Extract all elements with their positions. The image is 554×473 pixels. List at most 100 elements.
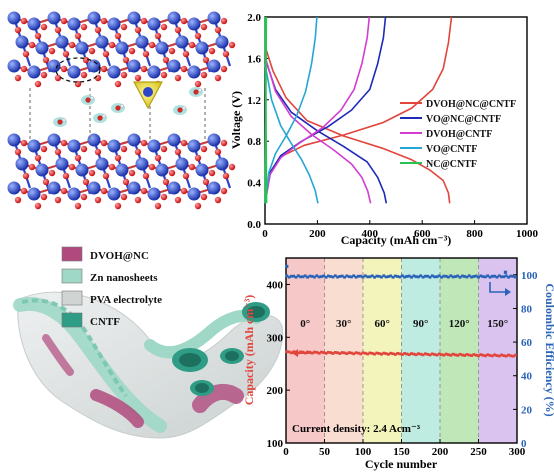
chart2-ticks: 0 50 100 150 200 250 300 100 200 300 400 0 20 40 60 80 1…: [267, 270, 539, 458]
chart2-x-tick-label: 300: [509, 446, 526, 458]
ce-point: [405, 275, 409, 278]
capacity-point: [368, 351, 372, 355]
ce-point: [315, 274, 319, 278]
crystal-layer-2: [7, 133, 236, 210]
series-line-discharge: [264, 16, 268, 204]
device-legend-label: PVA electrolyte: [90, 294, 162, 306]
ce-point: [391, 275, 395, 279]
fiber-device-illustration: [13, 291, 284, 439]
capacity-point: [380, 352, 383, 356]
ce-point: [490, 274, 494, 278]
ce-point: [507, 275, 510, 279]
chart1-legend-label: VO@CNTF: [426, 144, 477, 155]
capacity-point: [403, 352, 406, 355]
ce-point: [470, 275, 473, 279]
capacity-point: [488, 354, 492, 357]
ce-point: [340, 274, 344, 278]
ce-point: [370, 274, 374, 278]
capacity-point: [410, 352, 413, 355]
capacity-point: [352, 352, 356, 356]
ce-point: [511, 274, 515, 278]
capacity-point: [423, 352, 427, 356]
legend-swatch: [61, 290, 83, 306]
chart2-x-tick-label: 0: [283, 446, 289, 458]
capacity-point: [430, 352, 434, 356]
chart1-x-tick-label: 200: [309, 228, 326, 240]
series-line-discharge: [264, 58, 388, 204]
series-line-discharge: [264, 56, 372, 204]
ce-point: [488, 275, 492, 279]
ce-point: [306, 275, 309, 279]
chart1-legend-label: DVOH@NC@CNTF: [426, 99, 516, 110]
capacity-point: [497, 354, 501, 358]
ce-point: [484, 275, 487, 279]
capacity-point: [289, 351, 293, 355]
bend-angle-label: 0°: [300, 318, 310, 330]
cycling-stability-chart: 0° 30° 60° 90° 120° 150° 0 50 100 150 200 250 30010…: [242, 257, 554, 471]
capacity-point: [336, 351, 339, 355]
ce-point: [345, 274, 349, 278]
ce-point: [486, 274, 490, 278]
capacity-point: [320, 350, 323, 354]
ce-point: [474, 274, 478, 278]
ce-point: [454, 275, 457, 278]
device-legend-item: CNTF: [61, 312, 120, 328]
capacity-point: [375, 351, 379, 355]
chart2-x-tick-label: 150: [393, 446, 410, 458]
ce-point: [451, 275, 455, 279]
ce-point: [460, 274, 464, 278]
chart2-y-tick-label-right: 80: [521, 303, 533, 315]
chart2-x-tick-label: 200: [432, 446, 449, 458]
capacity-point: [359, 352, 363, 356]
device-legend-item: DVOH@NC: [61, 246, 149, 262]
device-legend-label: DVOH@NC: [90, 250, 149, 262]
ce-point: [296, 274, 300, 278]
ce-point: [285, 264, 289, 269]
ce-point: [322, 274, 326, 278]
capacity-point: [345, 352, 349, 356]
capacity-point: [490, 354, 494, 358]
ce-point: [479, 274, 483, 278]
capacity-point: [405, 352, 409, 356]
ce-point: [366, 275, 370, 279]
capacity-point: [326, 350, 330, 354]
ce-point: [509, 274, 513, 278]
ce-point: [412, 274, 416, 278]
bend-region: [440, 258, 479, 443]
chart1-x-tick-label: 0: [262, 228, 268, 240]
chart1-x-tick-label: 400: [362, 228, 379, 240]
ce-point: [449, 274, 453, 278]
chart1-series-lines: [264, 16, 453, 204]
ce-point: [301, 275, 305, 279]
chart2-y-axis-label-right: Coulombic Efficiency (%): [543, 283, 554, 416]
capacity-point: [481, 353, 485, 357]
capacity-point: [509, 354, 513, 358]
ce-point: [410, 275, 413, 279]
bend-region: [363, 258, 402, 443]
capacity-point: [310, 351, 314, 355]
ce-point: [417, 275, 420, 279]
capacity-point: [391, 352, 395, 356]
chart2-y-axis-label-left: Capacity (mAh cm⁻³): [242, 295, 256, 406]
chart1-legend-label: VO@NC@CNTF: [426, 114, 501, 125]
capacity-point: [477, 354, 480, 358]
chart1-y-tick-label: 1.2: [247, 95, 261, 107]
capacity-point: [370, 351, 374, 355]
capacity-point: [465, 353, 469, 356]
capacity-point: [315, 351, 319, 354]
capacity-point: [347, 351, 351, 355]
ce-point: [463, 275, 467, 278]
capacity-point: [472, 353, 476, 356]
series-line-discharge: [264, 45, 451, 204]
ce-point: [287, 275, 291, 279]
ce-point: [414, 275, 418, 279]
bend-angle-label: 60°: [375, 318, 390, 330]
capacity-point: [484, 354, 487, 358]
chart1-y-tick-label: 0.8: [247, 136, 261, 148]
chart2-annotation-current-density: Current density: 2.4 Acm⁻³: [292, 423, 421, 435]
capacity-point: [440, 353, 443, 356]
chart2-x-tick-label: 250: [470, 446, 487, 458]
bend-angle-label: 90°: [413, 318, 428, 330]
ce-point: [324, 275, 328, 279]
ce-point: [497, 274, 501, 278]
